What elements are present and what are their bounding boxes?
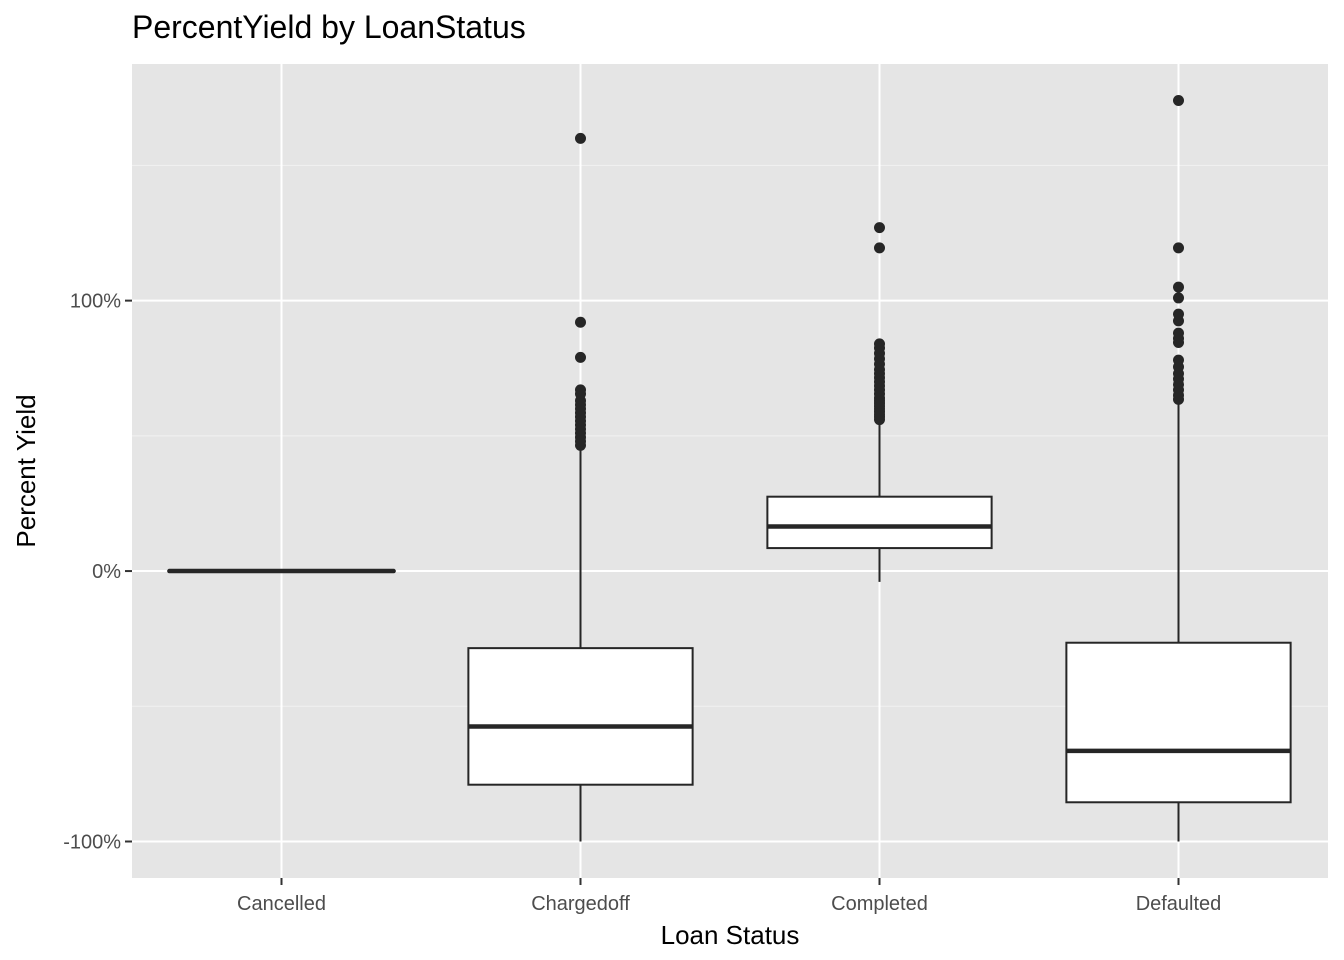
x-axis-title: Loan Status (661, 920, 800, 950)
iqr-box (1065, 641, 1292, 804)
chart-title: PercentYield by LoanStatus (132, 9, 526, 45)
outlier-point (1173, 95, 1184, 107)
outlier-point (874, 338, 885, 350)
x-tick-label: Chargedoff (531, 893, 630, 915)
outlier-point (874, 242, 885, 254)
outlier-point (1173, 327, 1184, 339)
outlier-point (1173, 242, 1184, 254)
iqr-box (467, 647, 694, 786)
box-chargedoff (467, 132, 694, 842)
y-tick-label: 100% (70, 291, 121, 313)
outlier-point (874, 222, 885, 234)
outlier-point (575, 351, 586, 363)
box-defaulted (1065, 95, 1292, 842)
outlier-point (1173, 292, 1184, 304)
outlier-point (1173, 308, 1184, 320)
x-tick-label: Cancelled (237, 893, 326, 915)
outlier-point (575, 132, 586, 144)
y-tick-label: 0% (92, 561, 121, 583)
outlier-point (1173, 281, 1184, 293)
y-axis-title: Percent Yield (11, 394, 41, 547)
iqr-box (766, 495, 993, 550)
box-layer (167, 95, 1292, 842)
y-tick-label: -100% (63, 831, 121, 853)
axis-layer: -100% 0% 100% Cancelled Chargedoff Completed D… (63, 291, 1221, 915)
box-completed (766, 222, 993, 582)
x-tick-label: Completed (831, 893, 928, 915)
x-tick-label: Defaulted (1136, 893, 1222, 915)
outlier-point (1173, 354, 1184, 366)
outlier-point (575, 316, 586, 328)
outlier-point (575, 384, 586, 396)
